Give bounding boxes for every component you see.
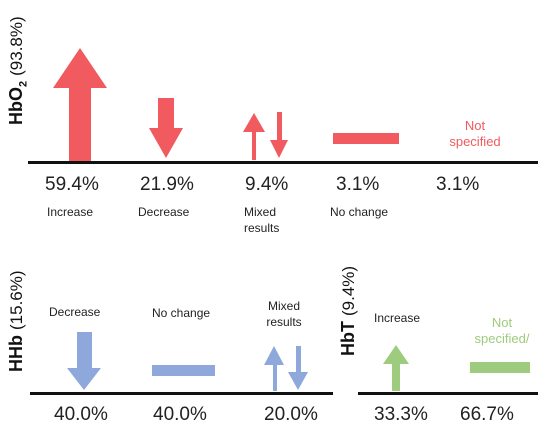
hhb-no-change-label: No change	[152, 306, 211, 320]
hbt-not-specified-line1: Not	[491, 315, 513, 330]
hbo2-no-change-pct: 3.1%	[336, 174, 380, 195]
hbt-increase-label: Increase	[374, 311, 421, 325]
hbo2-increase-pct: 59.4%	[45, 174, 99, 195]
hhb-decrease-arrow-icon	[67, 332, 101, 390]
hbt-increase-arrow-icon	[383, 345, 409, 391]
hbo2-no-change-bar-icon	[333, 133, 399, 144]
hbo2-decrease-pct: 21.9%	[140, 174, 194, 195]
hbo2-not-specified-line2: specified	[449, 134, 501, 149]
hbo2-not-specified-pct: 3.1%	[436, 174, 480, 195]
hbt-baseline	[358, 392, 538, 395]
hhb-mixed-label-line1: Mixed	[267, 299, 300, 313]
hbt-not-specified-bar-icon	[470, 362, 530, 373]
hbt-increase-pct: 33.3%	[374, 404, 428, 425]
hhb-decrease-pct: 40.0%	[54, 404, 108, 425]
hbo2-not-specified-label: Not specified	[418, 118, 532, 150]
hbo2-increase-label: Increase	[47, 205, 94, 219]
hbo2-increase-arrow-icon	[53, 48, 107, 161]
hhb-no-change-pct: 40.0%	[153, 404, 207, 425]
hhb-baseline	[30, 392, 333, 395]
hbt-not-specified-pct: 66.7%	[460, 404, 514, 425]
hhb-mixed-up-arrow-icon	[264, 346, 284, 391]
hbo2-decrease-arrow-icon	[149, 98, 183, 158]
hhb-mixed-down-arrow-icon	[288, 346, 308, 390]
hbo2-decrease-label: Decrease	[138, 205, 190, 219]
hbo2-mixed-label-line1: Mixed	[244, 205, 277, 219]
hbo2-mixed-up-arrow-icon	[243, 113, 265, 160]
hbo2-mixed-down-arrow-icon	[270, 112, 288, 158]
hbo2-mixed-pct: 9.4%	[245, 174, 289, 195]
hbt-not-specified-label: Not specified/	[462, 315, 542, 347]
hhb-mixed-pct: 20.0%	[264, 404, 318, 425]
hbo2-not-specified-line1: Not	[464, 118, 486, 133]
hbt-not-specified-line2: specified/	[474, 331, 530, 346]
hhb-no-change-bar-icon	[152, 365, 215, 376]
hbo2-mixed-label-line2: results	[244, 221, 280, 235]
hhb-mixed-label-line2: results	[266, 315, 302, 329]
hbo2-no-change-label: No change	[330, 205, 389, 219]
hbo2-baseline	[28, 161, 538, 164]
hhb-decrease-label: Decrease	[49, 305, 101, 319]
hbo2-mixed-label: Mixed results	[244, 204, 279, 236]
hhb-mixed-label: Mixed results	[258, 298, 310, 330]
